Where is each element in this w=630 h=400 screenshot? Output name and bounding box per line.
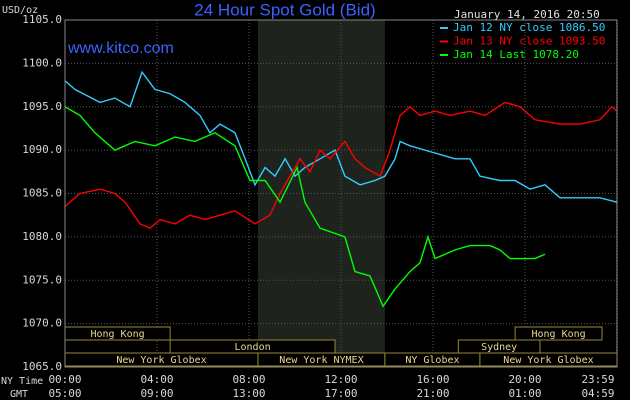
legend-label: Jan 13 NY close 1093.50 [453, 35, 605, 48]
session-shade [257, 20, 385, 367]
x-axis-label: NY Time [1, 376, 43, 387]
x-tick-label: 23:59 [581, 373, 614, 386]
session-label: NY Globex [405, 355, 459, 366]
x-tick-label: 16:00 [416, 373, 449, 386]
y-tick-label: 1075.0 [22, 273, 62, 286]
legend-label: Jan 12 NY close 1086.50 [453, 21, 605, 34]
x2-tick-label: 05:00 [48, 387, 81, 400]
session-label: New York Globex [503, 355, 593, 366]
plot-frame [64, 19, 618, 368]
y-tick-label: 1080.0 [22, 230, 62, 243]
session-label: Hong Kong [90, 329, 144, 340]
series-line [64, 70, 618, 203]
session-label: London [235, 342, 271, 353]
series-line [64, 106, 546, 308]
y-axis-label: USD/oz [2, 5, 38, 16]
x-tick-label: 12:00 [324, 373, 357, 386]
y-tick-label: 1065.0 [22, 360, 62, 373]
x-tick-label: 00:00 [48, 373, 81, 386]
x2-tick-label: 01:00 [508, 387, 541, 400]
x2-tick-label: 09:00 [140, 387, 173, 400]
legend-label: Jan 14 Last 1078.20 [453, 48, 579, 61]
shade-layer [257, 20, 385, 367]
chart-title: 24 Hour Spot Gold (Bid) [194, 0, 375, 19]
session-label: Hong Kong [531, 329, 585, 340]
grid-layer [64, 19, 618, 368]
x-tick-label: 04:00 [140, 373, 173, 386]
y-tick-label: 1085.0 [22, 187, 62, 200]
line-layer [64, 70, 618, 308]
x2-tick-label: 17:00 [324, 387, 357, 400]
session-layer: Hong Kong Hong Kong London Sydney New York G… [64, 326, 618, 367]
session-label: New York Globex [116, 355, 206, 366]
session-box [514, 326, 603, 341]
session-label: New York NYMEX [279, 355, 363, 366]
y-tick-label: 1095.0 [22, 100, 62, 113]
y-tick-label: 1100.0 [22, 56, 62, 69]
y-tick-label: 1090.0 [22, 143, 62, 156]
y-tick-label: 1105.0 [22, 13, 62, 26]
x2-tick-label: 13:00 [232, 387, 265, 400]
x2-tick-label: 04:59 [581, 387, 614, 400]
x2-axis-label: GMT [10, 389, 28, 400]
x2-tick-label: 21:00 [416, 387, 449, 400]
series-line [64, 101, 618, 230]
x-tick-label: 20:00 [508, 373, 541, 386]
x-tick-label: 08:00 [232, 373, 265, 386]
session-label: Sydney [481, 342, 517, 353]
watermark: www.kitco.com [67, 40, 174, 57]
y-tick-label: 1070.0 [22, 317, 62, 330]
chart-subtitle: January 14, 2016 20:50 [454, 8, 600, 21]
